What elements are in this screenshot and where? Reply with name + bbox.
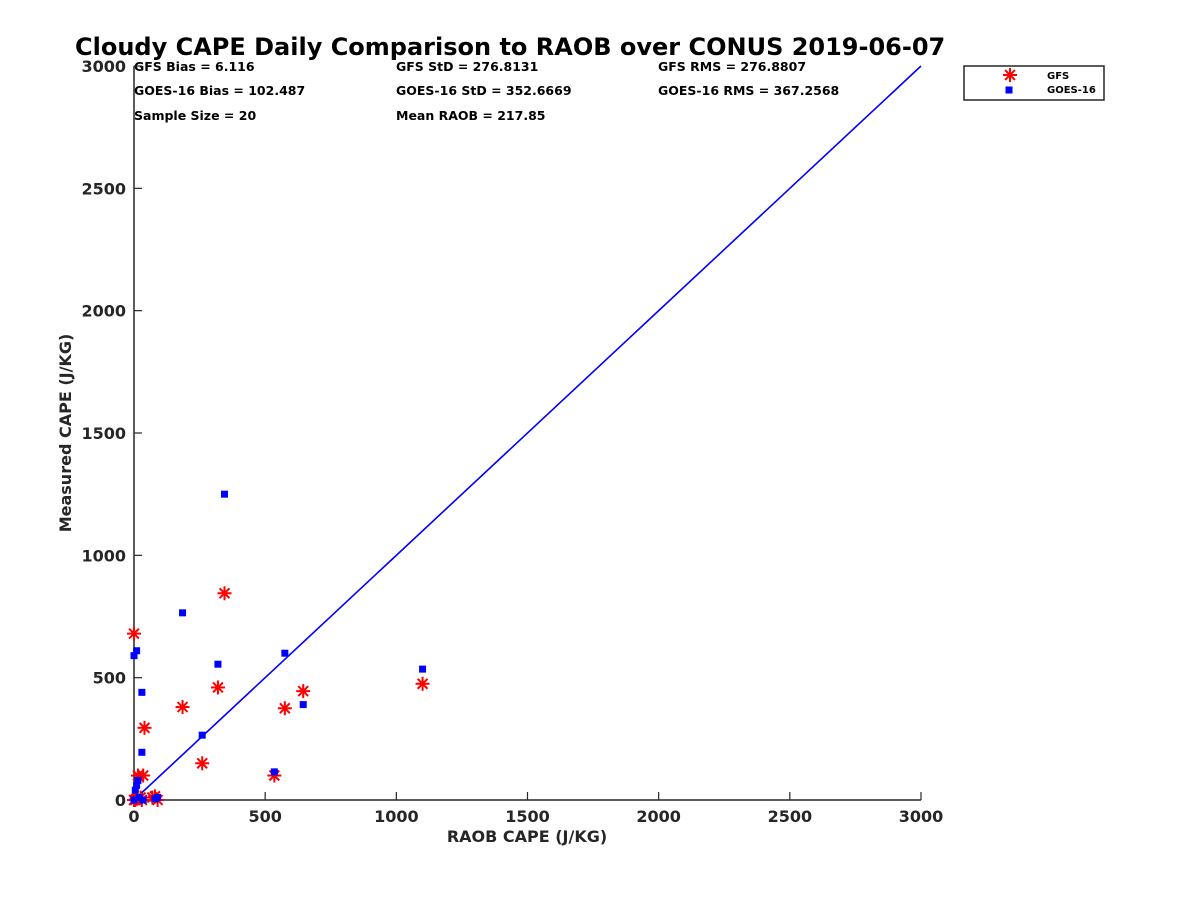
y-tick-label: 2000 xyxy=(81,302,126,321)
stats-panel: GFS Bias = 6.116 GFS StD = 276.8131 GFS RM… xyxy=(134,59,839,123)
x-tick-label: 500 xyxy=(248,807,281,826)
legend: GFS GOES-16 xyxy=(963,65,1105,101)
y-tick-label: 2500 xyxy=(81,179,126,198)
x-tick-label: 1500 xyxy=(505,807,550,826)
goes16-point xyxy=(154,794,162,802)
gfs-point xyxy=(137,720,152,735)
stat-text: GOES-16 StD = 352.6669 xyxy=(396,83,572,98)
legend-goes-marker xyxy=(1005,86,1013,94)
goes16-point xyxy=(299,701,307,709)
legend-box xyxy=(963,65,1105,101)
goes16-point xyxy=(130,796,138,804)
stat-text: GOES-16 Bias = 102.487 xyxy=(134,83,305,98)
gfs-point xyxy=(210,680,225,695)
gfs-point xyxy=(217,586,232,601)
gfs-point xyxy=(195,756,210,771)
legend-gfs-label: GFS xyxy=(1047,71,1069,82)
y-tick-label: 0 xyxy=(115,791,126,810)
y-tick-label: 1000 xyxy=(81,546,126,565)
goes16-point xyxy=(221,490,229,498)
goes16-point xyxy=(135,794,143,802)
goes16-point xyxy=(134,776,142,784)
one-to-one-line xyxy=(133,65,922,801)
stat-text: GFS StD = 276.8131 xyxy=(396,59,538,74)
goes16-point xyxy=(179,609,187,617)
legend-gfs-asterisk xyxy=(1003,68,1017,82)
gfs-point xyxy=(175,700,190,715)
goes16-point xyxy=(131,786,139,794)
goes16-point xyxy=(281,649,289,657)
x-tick-label: 3000 xyxy=(899,807,944,826)
goes16-point xyxy=(419,665,427,673)
goes16-point xyxy=(270,768,278,776)
y-tick-label: 1500 xyxy=(81,424,126,443)
legend-goes-square xyxy=(1005,86,1013,94)
x-tick-label: 1000 xyxy=(374,807,419,826)
goes16-point xyxy=(198,731,206,739)
gfs-point xyxy=(415,676,430,691)
gfs-point xyxy=(296,684,311,699)
data-points xyxy=(127,490,430,807)
gfs-point xyxy=(277,701,292,716)
x-tick-label: 2000 xyxy=(636,807,681,826)
chart-title: Cloudy CAPE Daily Comparison to RAOB ove… xyxy=(75,33,945,61)
stat-text: Sample Size = 20 xyxy=(134,108,256,123)
gfs-point xyxy=(127,626,141,641)
stat-text: GFS Bias = 6.116 xyxy=(134,59,255,74)
y-tick-label: 500 xyxy=(93,669,126,688)
stat-text: GFS RMS = 276.8807 xyxy=(658,59,806,74)
goes16-point xyxy=(130,652,138,660)
y-axis-ticks: 0 500 1000 1500 2000 2500 3000 xyxy=(81,57,142,810)
x-axis-label: RAOB CAPE (J/KG) xyxy=(447,827,607,846)
y-tick-label: 3000 xyxy=(81,57,126,76)
goes16-point xyxy=(138,688,146,696)
y-axis-label: Measured CAPE (J/KG) xyxy=(56,334,75,533)
x-axis-ticks: 0 500 1000 1500 2000 2500 3000 xyxy=(128,792,943,826)
goes16-point xyxy=(138,748,146,756)
goes16-point xyxy=(133,781,141,789)
stat-text: Mean RAOB = 217.85 xyxy=(396,108,545,123)
x-tick-label: 2500 xyxy=(768,807,813,826)
stat-text: GOES-16 RMS = 367.2568 xyxy=(658,83,839,98)
legend-gfs-marker xyxy=(1003,68,1017,82)
goes16-point xyxy=(139,796,147,804)
x-tick-label: 0 xyxy=(128,807,139,826)
goes16-point xyxy=(214,660,222,668)
legend-goes-label: GOES-16 xyxy=(1047,85,1096,96)
goes16-point xyxy=(133,647,141,655)
